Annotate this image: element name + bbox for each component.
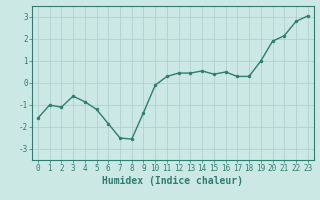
X-axis label: Humidex (Indice chaleur): Humidex (Indice chaleur) (102, 176, 243, 186)
